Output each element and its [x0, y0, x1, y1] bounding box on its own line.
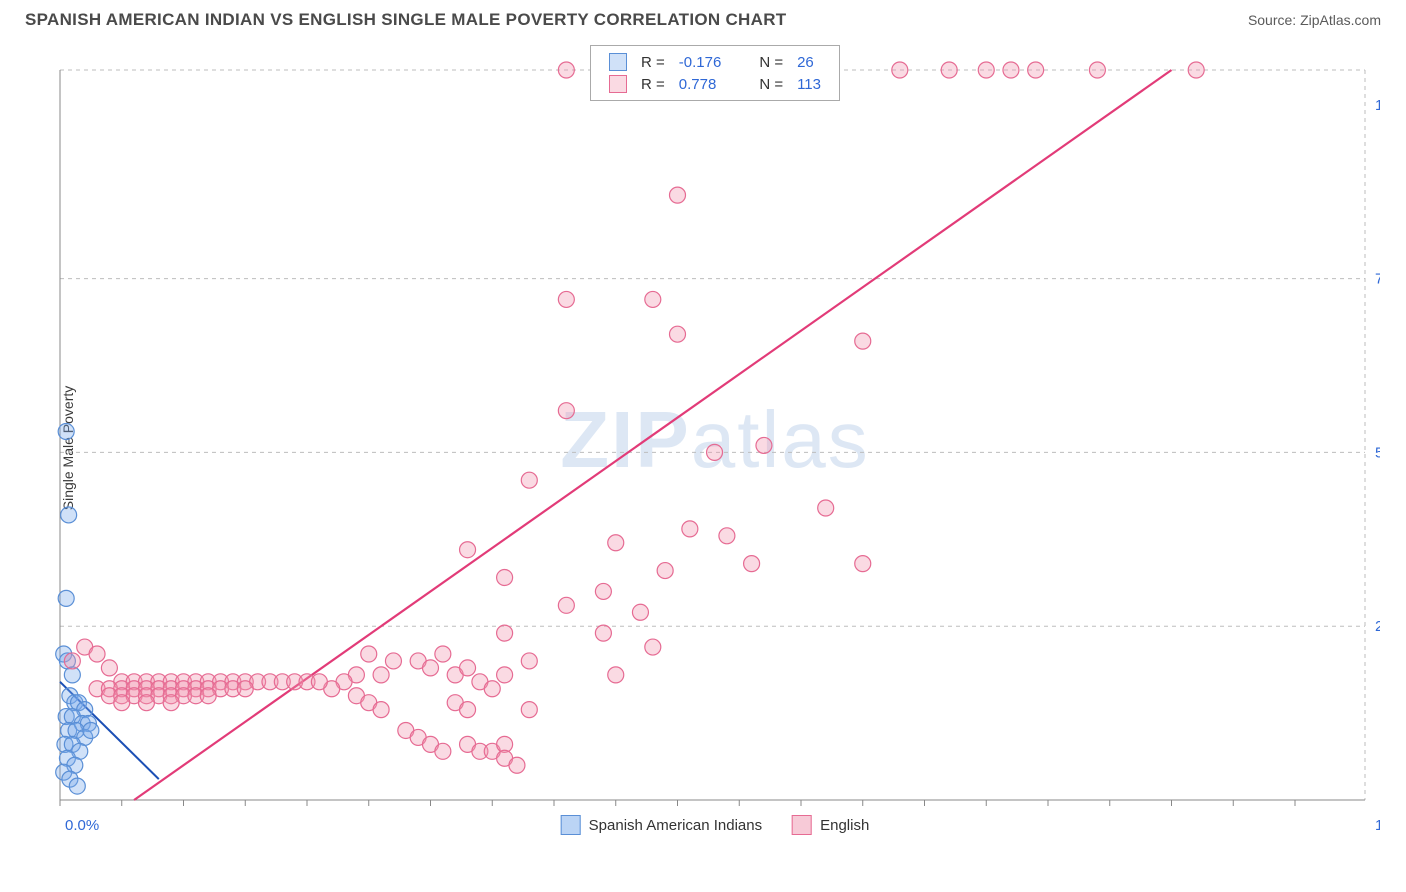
svg-text:100.0%: 100.0% — [1375, 817, 1380, 834]
r-value-1: 0.778 — [673, 74, 728, 94]
svg-text:0.0%: 0.0% — [65, 817, 99, 834]
n-value-1: 113 — [791, 74, 827, 94]
legend-label-0: Spanish American Indians — [589, 817, 762, 834]
legend-swatch-0 — [609, 53, 627, 71]
legend-row-series-1: R = 0.778 N = 113 — [603, 74, 827, 94]
correlation-legend: R = -0.176 N = 26 R = 0.778 N = 113 — [590, 45, 840, 101]
legend-swatch-series-0 — [561, 815, 581, 835]
r-value-0: -0.176 — [673, 52, 728, 72]
legend-swatch-1 — [609, 75, 627, 93]
r-label: R = — [635, 52, 671, 72]
n-value-0: 26 — [791, 52, 827, 72]
legend-item-1: English — [792, 815, 869, 835]
legend-swatch-series-1 — [792, 815, 812, 835]
n-label: N = — [753, 52, 789, 72]
svg-text:75.0%: 75.0% — [1375, 271, 1380, 288]
legend-label-1: English — [820, 817, 869, 834]
chart-area: Single Male Poverty ZIPatlas 25.0%50.0%7… — [50, 45, 1380, 835]
svg-text:25.0%: 25.0% — [1375, 618, 1380, 635]
chart-title: SPANISH AMERICAN INDIAN VS ENGLISH SINGL… — [25, 10, 786, 30]
series-legend: Spanish American Indians English — [561, 815, 870, 835]
svg-text:100.0%: 100.0% — [1375, 97, 1380, 114]
svg-text:50.0%: 50.0% — [1375, 444, 1380, 461]
legend-row-series-0: R = -0.176 N = 26 — [603, 52, 827, 72]
chart-header: SPANISH AMERICAN INDIAN VS ENGLISH SINGL… — [0, 0, 1406, 36]
scatter-plot: 25.0% 50.0% 75.0% 100.0% 0.0% 100.0% — [50, 45, 1380, 835]
chart-source: Source: ZipAtlas.com — [1248, 12, 1381, 28]
legend-item-0: Spanish American Indians — [561, 815, 762, 835]
